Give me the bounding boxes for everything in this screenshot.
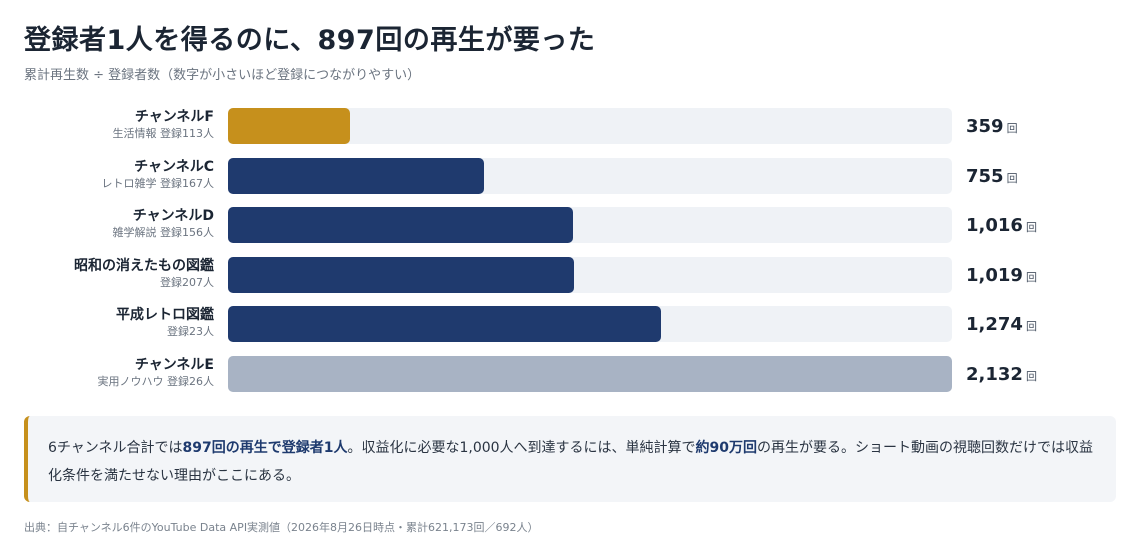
value-unit: 回 — [1025, 370, 1037, 383]
value-label: 755 回 — [966, 166, 1018, 187]
chart-row: チャンネルC レトロ雑学 登録167人 755 回 — [0, 158, 1140, 194]
value-unit: 回 — [1025, 320, 1037, 333]
category-name: チャンネルD — [132, 208, 214, 224]
note-text-3: の再生が要る。ショート動画の視聴回数だけでは収益化条件を満たせない理由がここにあ… — [48, 440, 1094, 484]
bar-track — [228, 257, 952, 293]
bar-track — [228, 207, 952, 243]
category-label: チャンネルC レトロ雑学 登録167人 — [102, 158, 215, 192]
category-label: チャンネルF 生活情報 登録113人 — [113, 108, 215, 142]
category-name: チャンネルE — [134, 357, 214, 373]
chart-row: チャンネルD 雑学解説 登録156人 1,016 回 — [0, 207, 1140, 243]
category-label: 平成レトロ図鑑登録23人 — [116, 306, 214, 340]
bar-track — [228, 306, 952, 342]
value-unit: 回 — [1006, 172, 1018, 185]
chart-row: チャンネルE 実用ノウハウ 登録26人 2,132 回 — [0, 356, 1140, 392]
category-label: チャンネルD 雑学解説 登録156人 — [113, 207, 215, 241]
bar — [228, 158, 485, 194]
chart-row: 平成レトロ図鑑登録23人 1,274 回 — [0, 306, 1140, 342]
category-name: 平成レトロ図鑑 — [116, 307, 214, 323]
category-sublabel: 実用ノウハウ 登録26人 — [97, 375, 215, 388]
category-name: チャンネルF — [134, 109, 214, 125]
summary-note: 6チャンネル合計では897回の再生で登録者1人。収益化に必要な1,000人へ到達… — [24, 416, 1116, 502]
value-label: 359 回 — [966, 116, 1018, 137]
bar-track — [228, 356, 952, 392]
value-number: 1,019 — [966, 265, 1023, 286]
bar — [228, 108, 350, 144]
category-sublabel: レトロ雑学 登録167人 — [101, 177, 215, 190]
value-unit: 回 — [1006, 122, 1018, 135]
bar — [228, 306, 661, 342]
value-number: 2,132 — [966, 364, 1023, 385]
note-bold-2: 約90万回 — [695, 440, 758, 456]
source-credit: 出典：自チャンネル6件のYouTube Data API実測値（2026年8月2… — [24, 521, 539, 534]
category-label: 昭和の消えたもの図鑑登録207人 — [74, 257, 214, 291]
bar — [228, 356, 952, 392]
bar-chart: チャンネルF 生活情報 登録113人 359 回チャンネルC レトロ雑学 登録167人 7… — [0, 108, 1140, 392]
bar — [228, 257, 575, 293]
bar — [228, 207, 574, 243]
category-sublabel: 雑学解説 登録156人 — [112, 226, 215, 239]
category-name: チャンネルC — [134, 159, 214, 175]
note-text-2: 。収益化に必要な1,000人へ到達するには、単純計算で — [347, 440, 696, 456]
value-label: 1,019 回 — [966, 265, 1037, 286]
chart-title: 登録者1人を得るのに、897回の再生が要った — [24, 25, 596, 56]
bar-track — [228, 158, 952, 194]
bar-track — [228, 108, 952, 144]
chart-subtitle: 累計再生数 ÷ 登録者数（数字が小さいほど登録につながりやすい） — [24, 68, 421, 83]
category-label: チャンネルE 実用ノウハウ 登録26人 — [98, 356, 215, 390]
value-unit: 回 — [1025, 271, 1037, 284]
note-bold-1: 897回の再生で登録者1人 — [182, 440, 348, 456]
value-number: 359 — [966, 116, 1004, 137]
chart-row: チャンネルF 生活情報 登録113人 359 回 — [0, 108, 1140, 144]
chart-row: 昭和の消えたもの図鑑登録207人 1,019 回 — [0, 257, 1140, 293]
value-label: 1,016 回 — [966, 215, 1037, 236]
note-text-1: 6チャンネル合計では — [48, 440, 183, 456]
category-sublabel: 登録207人 — [160, 276, 214, 289]
value-number: 755 — [966, 166, 1004, 187]
value-number: 1,016 — [966, 215, 1023, 236]
category-name: 昭和の消えたもの図鑑 — [74, 258, 214, 274]
value-number: 1,274 — [966, 314, 1023, 335]
value-label: 1,274 回 — [966, 314, 1037, 335]
category-sublabel: 登録23人 — [167, 325, 214, 338]
category-sublabel: 生活情報 登録113人 — [112, 127, 215, 140]
value-unit: 回 — [1025, 221, 1037, 234]
value-label: 2,132 回 — [966, 364, 1037, 385]
